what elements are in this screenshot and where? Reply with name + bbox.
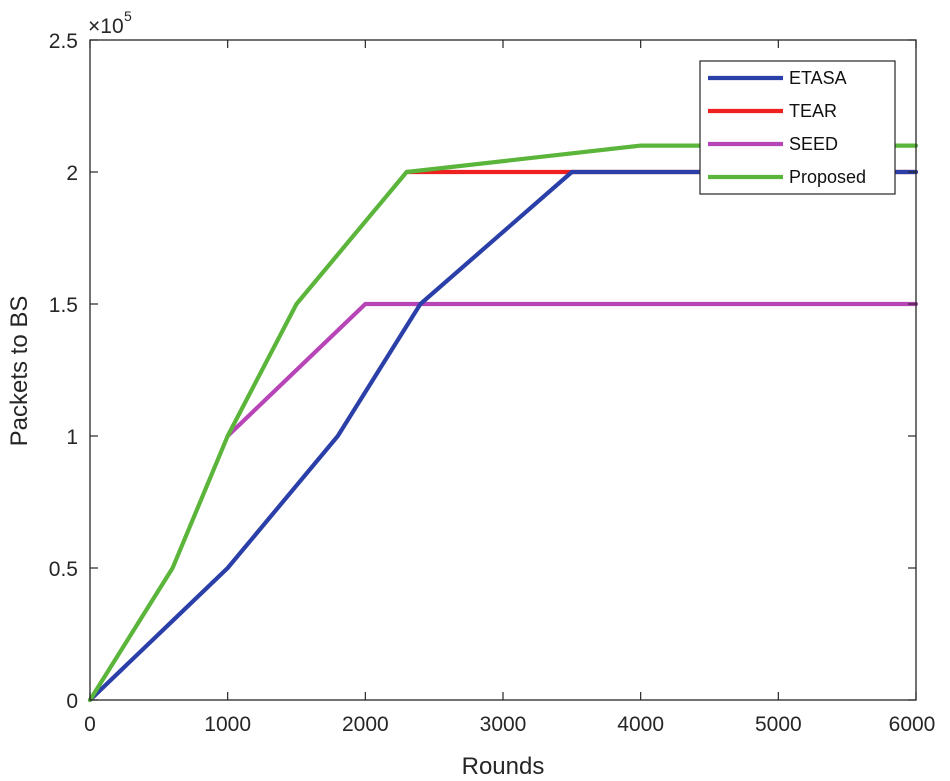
- y-tick-label: 2: [66, 162, 78, 185]
- y-tick-label: 1.5: [49, 294, 78, 317]
- x-tick-label: 1000: [204, 713, 251, 736]
- x-tick-label: 4000: [617, 713, 664, 736]
- x-tick-label: 6000: [889, 713, 936, 736]
- legend: ETASA TEAR SEED Proposed: [699, 60, 896, 195]
- y-tick-label: 2.5: [49, 30, 78, 53]
- legend-label-proposed: Proposed: [789, 167, 866, 187]
- x-tick-label: 5000: [755, 713, 802, 736]
- y-tick-label: 0.5: [49, 558, 78, 581]
- y-multiplier-base: ×10: [88, 15, 124, 38]
- x-axis-label: Rounds: [462, 753, 545, 780]
- series-line-seed: [225, 301, 919, 439]
- y-multiplier-exponent: 5: [124, 8, 132, 24]
- legend-label-seed: SEED: [789, 134, 838, 154]
- legend-box: [699, 60, 896, 195]
- y-multiplier: ×10 5: [88, 8, 132, 38]
- y-tick-label: 0: [66, 690, 78, 713]
- x-tick-label: 2000: [342, 713, 389, 736]
- y-tick-label: 1: [66, 426, 78, 449]
- legend-label-etasa: ETASA: [789, 68, 847, 88]
- x-tick-label: 3000: [480, 713, 527, 736]
- legend-label-tear: TEAR: [789, 101, 837, 121]
- ticks-layer: 0 1000 2000 3000 4000 5000 6000 0 0.5 1 1.5 2 2.5: [49, 30, 936, 736]
- y-axis-label: Packets to BS: [6, 296, 33, 447]
- x-tick-label: 0: [84, 713, 96, 736]
- series-layer: [87, 143, 919, 703]
- series-line-etasa: [87, 169, 919, 703]
- series-line-proposed: [87, 143, 919, 703]
